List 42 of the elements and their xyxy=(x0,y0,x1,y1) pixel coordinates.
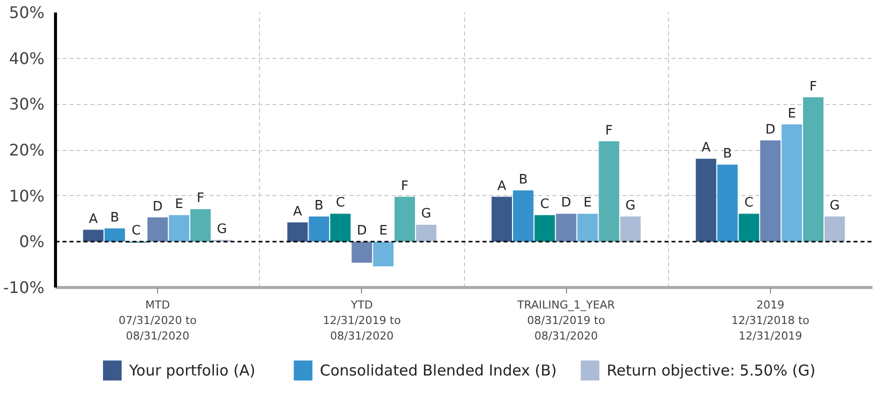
y-tick-label: 20% xyxy=(8,140,44,160)
data-label: G xyxy=(830,198,840,214)
data-label: G xyxy=(421,206,432,222)
data-label: A xyxy=(702,140,711,156)
data-label: D xyxy=(356,224,367,239)
data-label: D xyxy=(561,196,572,211)
y-tick-label: 10% xyxy=(8,186,44,206)
x-tick-label: MTD 07/31/2020 to 08/31/2020 xyxy=(118,298,197,343)
data-label: C xyxy=(336,196,345,211)
data-label: B xyxy=(110,210,120,226)
data-label: A xyxy=(497,178,506,194)
y-tick-label: 40% xyxy=(8,48,44,68)
data-label: A xyxy=(293,204,302,220)
data-label: C xyxy=(540,197,550,212)
data-label: E xyxy=(379,224,388,239)
data-label: F xyxy=(196,191,204,206)
data-label: B xyxy=(314,198,324,214)
legend-label: Your portfolio (A) xyxy=(128,362,256,380)
x-tick-label: TRAILING_1_YEAR 08/31/2019 to 08/31/2020 xyxy=(516,298,616,343)
data-label: F xyxy=(605,123,613,138)
data-label: C xyxy=(744,196,754,211)
data-label: C xyxy=(132,224,141,239)
y-tick-label: 50% xyxy=(8,3,44,22)
data-label: B xyxy=(723,146,732,162)
x-tick-label: YTD 12/31/2019 to 08/31/2020 xyxy=(322,298,402,343)
data-label: G xyxy=(625,198,636,214)
data-label: F xyxy=(810,79,818,94)
y-tick-label: 30% xyxy=(8,94,44,114)
data-label: D xyxy=(152,199,163,214)
x-tick-label: 2019 12/31/2018 to 12/31/2019 xyxy=(731,298,810,343)
data-label: D xyxy=(765,122,776,138)
y-tick-label: -10% xyxy=(3,278,45,297)
data-label: E xyxy=(788,106,796,122)
data-label: A xyxy=(88,212,98,227)
legend-label: Return objective: 5.50% (G) xyxy=(606,362,816,380)
data-label: F xyxy=(401,178,409,194)
y-tick-label: 0% xyxy=(19,232,45,252)
legend-label: Consolidated Blended Index (B) xyxy=(320,362,557,380)
data-label: E xyxy=(174,197,184,212)
data-label: G xyxy=(216,222,228,237)
data-label: E xyxy=(583,196,592,211)
data-label: B xyxy=(518,172,528,188)
